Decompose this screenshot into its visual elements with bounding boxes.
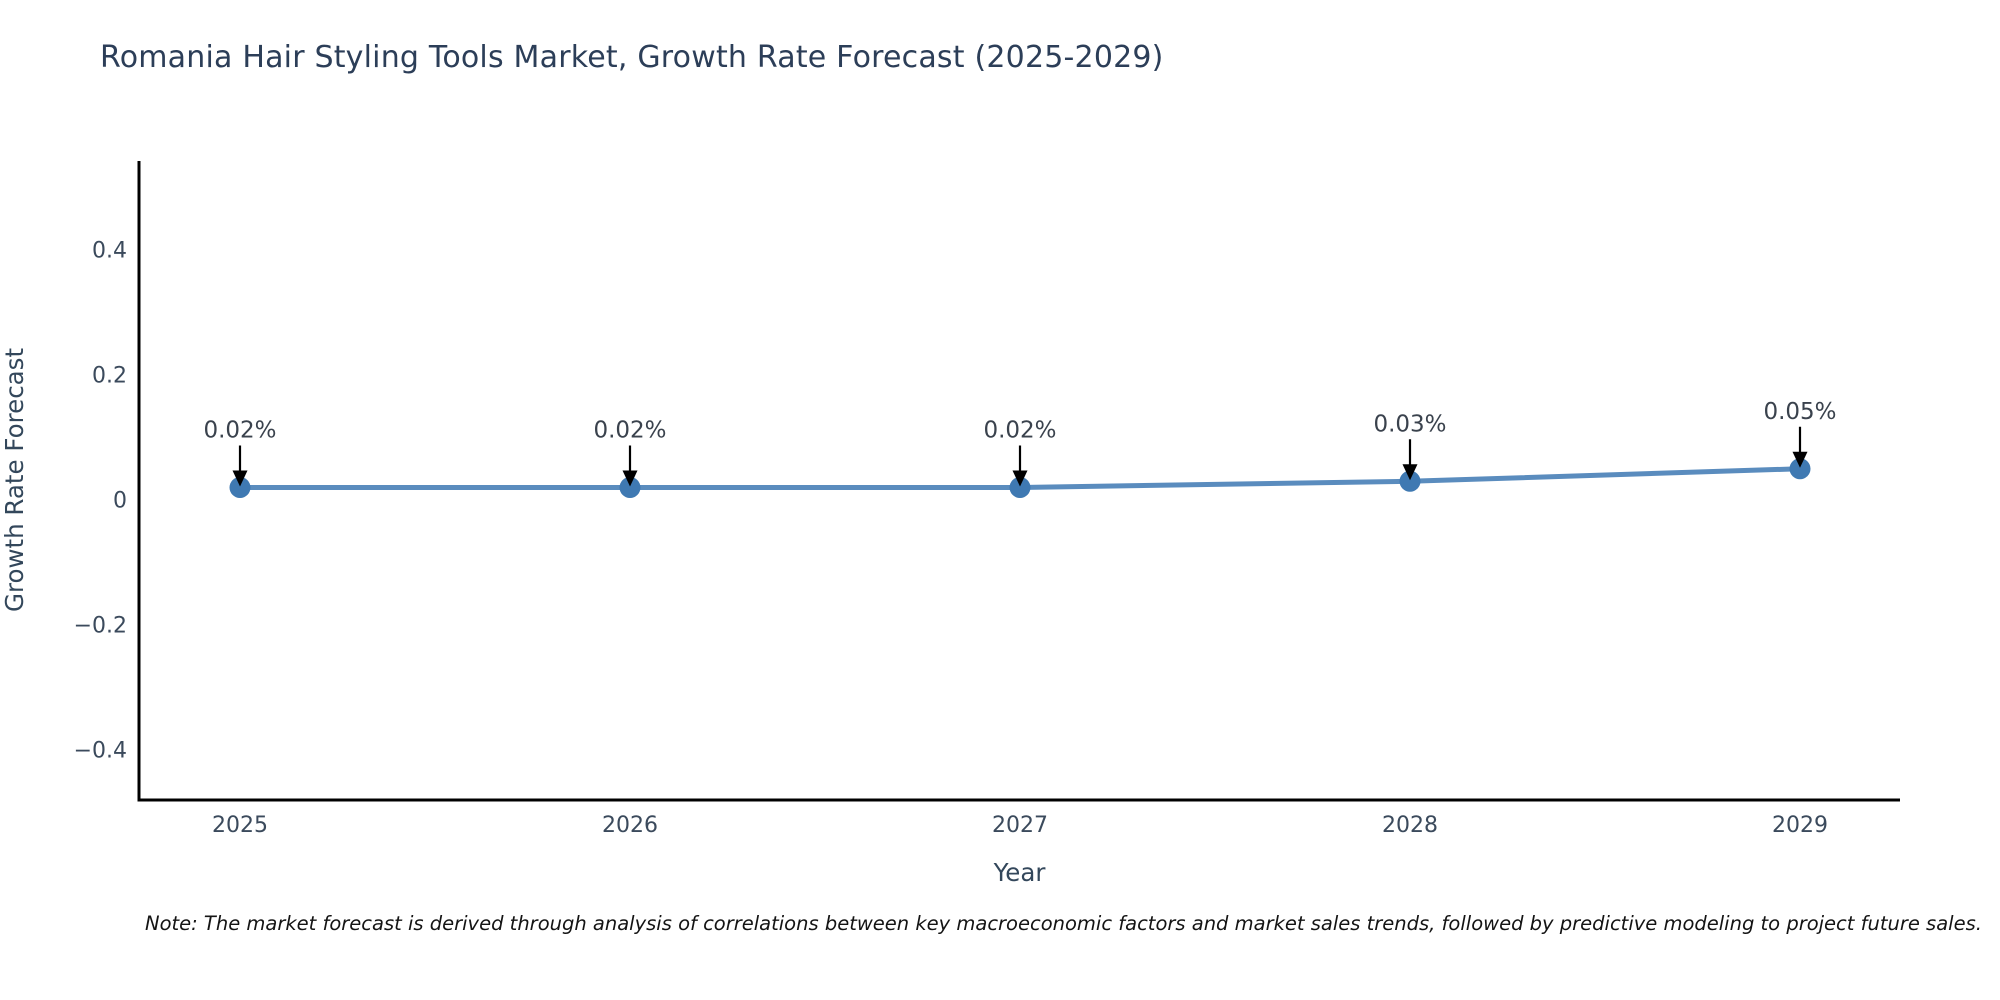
point-value-annotation: 0.02%: [983, 418, 1056, 444]
x-tick-label: 2026: [602, 813, 658, 838]
point-value-annotation: 0.02%: [593, 418, 666, 444]
y-tick-label: 0.2: [92, 364, 127, 389]
point-value-annotation: 0.05%: [1763, 399, 1836, 425]
data-point: [229, 477, 251, 498]
x-tick-label: 2027: [992, 813, 1048, 838]
annotation-arrow-head: [1012, 470, 1028, 487]
data-point: [619, 477, 641, 498]
annotation-arrow-head: [622, 470, 638, 487]
point-value-annotation: 0.03%: [1373, 411, 1446, 437]
annotation-arrow-head: [232, 470, 248, 487]
annotation-arrow-head: [1402, 464, 1418, 481]
y-tick-label: 0: [113, 489, 127, 514]
x-tick-label: 2029: [1772, 813, 1828, 838]
y-tick-label: 0.4: [92, 239, 127, 264]
x-tick-label: 2025: [212, 813, 268, 838]
x-axis-title: Year: [993, 858, 1047, 887]
y-axis-title: Growth Rate Forecast: [0, 348, 29, 612]
annotation-arrow-head: [1792, 451, 1808, 468]
data-point: [1009, 477, 1031, 498]
forecast-methodology-note: Note: The market forecast is derived thr…: [145, 912, 1982, 935]
x-tick-label: 2028: [1382, 813, 1438, 838]
data-point: [1789, 458, 1811, 480]
data-point: [1399, 470, 1421, 492]
y-tick-label: −0.2: [74, 614, 127, 639]
point-value-annotation: 0.02%: [203, 418, 276, 444]
chart-title: Romania Hair Styling Tools Market, Growt…: [100, 40, 1164, 75]
y-tick-label: −0.4: [74, 739, 127, 764]
